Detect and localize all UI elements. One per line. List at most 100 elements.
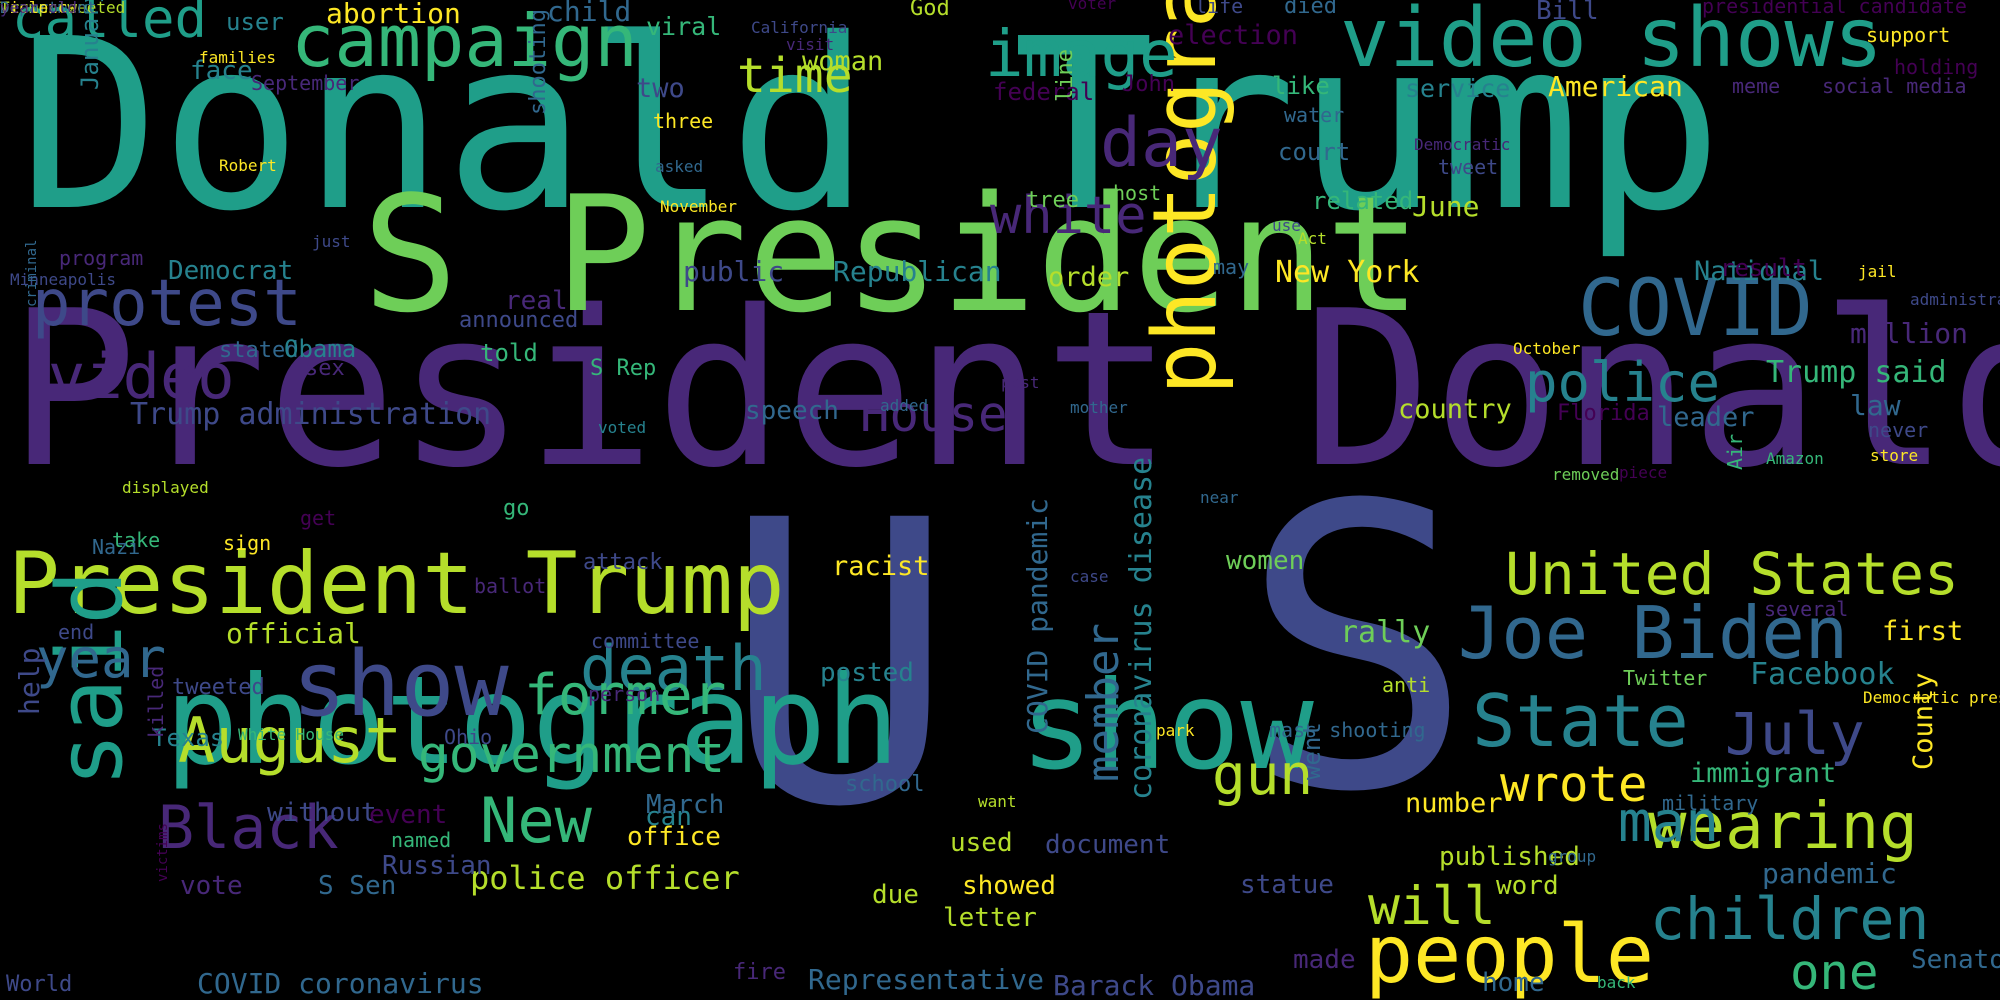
word-racist: racist <box>832 551 930 582</box>
word-home: home <box>1482 968 1545 998</box>
word-image: image <box>985 18 1178 92</box>
word-woman: woman <box>802 46 884 77</box>
word-stated: stated <box>219 338 299 363</box>
word-near: near <box>1200 488 1239 507</box>
word-just: just <box>312 232 351 251</box>
word-people: people <box>1365 908 1654 1000</box>
word-named: named <box>391 828 452 852</box>
word-word: word <box>1496 871 1559 901</box>
word-tweet: tweet <box>1438 155 1499 179</box>
word-air: Air <box>1723 433 1747 470</box>
word-program: program <box>59 246 144 270</box>
word-result: result <box>1720 254 1807 282</box>
word-country: country <box>1398 394 1512 425</box>
word-trump-tweeted: Trump tweeted <box>0 0 126 17</box>
word-act: Act <box>1298 229 1327 248</box>
word-store: store <box>1870 446 1919 465</box>
word-may: may <box>1213 255 1250 279</box>
word-john: John <box>1122 72 1175 97</box>
word-use: use <box>1272 216 1301 235</box>
word-end: end <box>58 620 95 644</box>
word-white-house: White House <box>238 725 344 744</box>
word-jail: jail <box>1858 262 1897 281</box>
word-document: document <box>1045 830 1171 860</box>
word-minneapolis: Minneapolis <box>10 270 116 289</box>
word-used: used <box>950 828 1013 858</box>
word-member: member <box>1078 623 1129 782</box>
word-children: children <box>1650 885 1930 953</box>
word-ballot: ballot <box>474 574 547 598</box>
word-meme: meme <box>1732 74 1781 98</box>
word-visit: visit <box>786 35 835 54</box>
word-asked: asked <box>655 157 704 176</box>
word-campaign: campaign <box>291 0 638 83</box>
word-new-york: New York <box>1275 255 1420 290</box>
word-september: September <box>251 71 360 95</box>
word-first: first <box>1882 616 1964 647</box>
word-march: March <box>646 790 725 820</box>
word-post: post <box>1001 373 1040 392</box>
word-person: person <box>588 682 661 706</box>
word-protest: protest <box>32 267 302 341</box>
word-photograph: photograph <box>165 650 900 792</box>
word-school: school <box>845 772 925 797</box>
word-killed: killed <box>144 665 168 738</box>
word-s: S <box>1240 423 1475 877</box>
word-year: year <box>36 627 167 690</box>
word-can: can <box>645 802 692 832</box>
word-united-states: United States <box>1505 540 1959 608</box>
word-back: back <box>1597 973 1636 992</box>
word-help: help <box>13 647 46 715</box>
word-trump-said: Trump said <box>1766 355 1947 390</box>
word-law: law <box>1850 389 1901 422</box>
word-pandemic: pandemic <box>1762 857 1897 890</box>
word-death: death <box>580 632 767 705</box>
word-gun: gun <box>1212 743 1314 808</box>
word-go: go <box>503 496 530 521</box>
word-abortion: abortion <box>326 0 461 30</box>
word-former: former <box>524 663 727 728</box>
word-displayed: displayed <box>122 478 209 497</box>
word-immigrant: immigrant <box>1690 758 1837 789</box>
word-sign: sign <box>223 531 272 555</box>
word-russian: Russian <box>382 851 492 881</box>
word-republican: Republican <box>833 255 1002 288</box>
word-donald-trump: Donald Trump <box>18 0 1724 263</box>
word-get: get <box>300 506 337 530</box>
word-ohio: Ohio <box>444 725 493 749</box>
word-president-donald: President Donald <box>8 264 2000 515</box>
word-s-rep: S Rep <box>590 356 657 381</box>
word-three: three <box>653 109 714 133</box>
word-called: called <box>12 0 208 50</box>
word-made: made <box>1293 945 1356 975</box>
word-piece: piece <box>1619 463 1668 482</box>
word-statue: statue <box>1240 870 1334 900</box>
word-department: Department <box>0 0 97 17</box>
word-holding: holding <box>1894 55 1979 79</box>
word-s-president: S President <box>362 161 1422 348</box>
word-like: like <box>1272 72 1330 100</box>
word-life: life <box>1195 0 1244 18</box>
word-show: show <box>292 632 509 737</box>
word-covid-coronavirus: COVID coronavirus <box>197 967 484 1000</box>
word-sex: sex <box>305 356 345 381</box>
word-case: case <box>1070 567 1109 586</box>
word-year-old: year old <box>0 0 78 17</box>
word-number: number <box>1405 788 1503 819</box>
word-wearing: wearing <box>1648 790 1918 864</box>
word-went: went <box>1298 722 1326 780</box>
word-state: State <box>1472 679 1689 763</box>
word-texas: Texas <box>152 724 225 752</box>
word-shooting: shooting <box>526 9 551 115</box>
word-october: October <box>1513 339 1581 358</box>
word-host: host <box>1113 181 1162 205</box>
word-posted: posted <box>820 658 914 688</box>
word-mass-shooting: mass shooting <box>1269 718 1426 742</box>
word-covid: COVID <box>1578 264 1813 354</box>
word-july: July <box>1725 700 1865 768</box>
word-wrote: wrote <box>1500 756 1648 813</box>
word-covid-pandemic: COVID pandemic <box>1021 497 1054 734</box>
word-child: child <box>547 0 632 28</box>
word-u: U <box>722 438 957 892</box>
word-court: court <box>1278 138 1351 166</box>
